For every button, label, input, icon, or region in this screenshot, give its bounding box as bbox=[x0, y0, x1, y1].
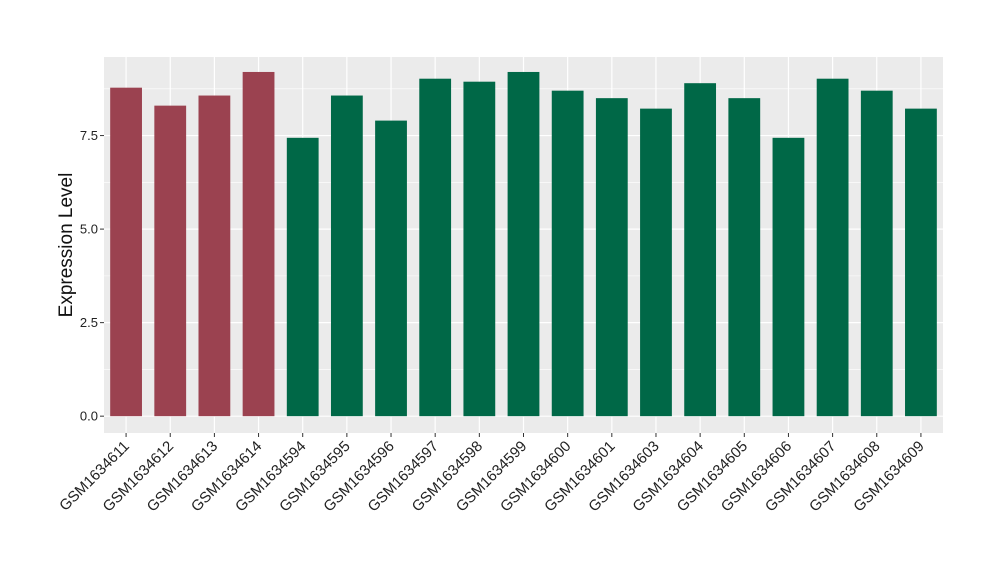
bar-GSM1634609 bbox=[905, 108, 937, 417]
bar-GSM1634599 bbox=[507, 71, 540, 417]
bar-GSM1634613 bbox=[198, 95, 231, 417]
bar-GSM1634595 bbox=[330, 95, 363, 417]
bar-GSM1634603 bbox=[640, 108, 672, 417]
y-axis: 0.0 2.5 5.0 7.5 bbox=[80, 128, 104, 424]
bar-GSM1634598 bbox=[463, 81, 496, 417]
y-tick-label: 7.5 bbox=[80, 128, 98, 143]
bar-GSM1634600 bbox=[551, 90, 584, 417]
bar-GSM1634606 bbox=[772, 137, 805, 417]
bar-GSM1634597 bbox=[419, 78, 452, 417]
bar-GSM1634594 bbox=[286, 137, 319, 417]
bar-GSM1634605 bbox=[728, 98, 761, 417]
bar-GSM1634601 bbox=[595, 98, 628, 417]
bar-GSM1634612 bbox=[154, 105, 187, 417]
y-axis-title: Expression Level bbox=[56, 173, 77, 318]
bar-GSM1634611 bbox=[110, 87, 142, 417]
y-tick-label: 0.0 bbox=[80, 409, 98, 424]
bars bbox=[110, 71, 937, 417]
x-axis: GSM1634611GSM1634612GSM1634613GSM1634614… bbox=[56, 433, 928, 515]
bar-GSM1634604 bbox=[684, 83, 717, 417]
bar-GSM1634614 bbox=[242, 71, 275, 417]
bar-GSM1634596 bbox=[375, 120, 407, 417]
bar-GSM1634607 bbox=[816, 78, 849, 417]
y-tick-label: 5.0 bbox=[80, 222, 98, 237]
bar-GSM1634608 bbox=[860, 90, 893, 417]
y-tick-label: 2.5 bbox=[80, 315, 98, 330]
